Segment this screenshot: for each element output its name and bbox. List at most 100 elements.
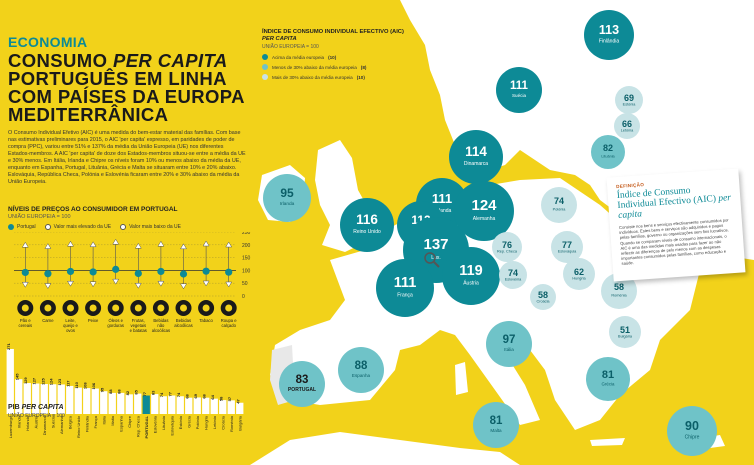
country-bubble[interactable]: 113 Finlândia: [584, 10, 634, 60]
ppp-value-label: 127: [32, 377, 37, 384]
aic-legend-row-far: Mais de 30% abaixo da média europeia (10…: [262, 74, 412, 80]
bubble-circle[interactable]: [601, 273, 637, 309]
ppp-bar: [91, 388, 99, 414]
portugal-marker: [157, 267, 165, 276]
aic-legend-above-label: Acima da média europeia: [272, 54, 325, 60]
ppp-country-label: Itália: [101, 415, 106, 424]
italic-text: PER CAPITA: [262, 36, 297, 42]
category-icon-glyph: [67, 304, 74, 312]
bubble-value: 76: [502, 240, 512, 250]
axis-tick-label: 250: [242, 232, 251, 236]
country-bubble[interactable]: 114 Dinamarca: [449, 130, 503, 184]
country-bubble[interactable]: 124 Alemanha: [454, 181, 514, 241]
ppp-bar: [15, 379, 23, 414]
ppp-country-label: Polónia: [195, 415, 200, 429]
category-label: Frutas,: [132, 318, 145, 323]
category-label: Tabaco: [199, 318, 213, 323]
bubble-circle[interactable]: [499, 261, 527, 289]
bubble-circle[interactable]: [492, 232, 522, 262]
bubble-circle[interactable]: [584, 10, 634, 60]
bubble-country-name: Lituânia: [601, 154, 615, 158]
bubble-circle[interactable]: [442, 247, 500, 305]
bubble-country-name: Rep. Checa: [497, 249, 518, 253]
bubble-circle[interactable]: [486, 321, 532, 367]
category-label: não: [157, 323, 165, 328]
high-marker: [225, 241, 233, 248]
high-marker: [180, 243, 187, 250]
bubble-circle[interactable]: [340, 198, 394, 252]
ppp-bar: [23, 383, 31, 414]
definition-body: Consiste nos bens e serviços efectivamen…: [618, 217, 729, 267]
bubble-circle[interactable]: [263, 174, 311, 222]
aic-legend: ÍNDICE DE CONSUMO INDIVIDUAL EFECTIVO (A…: [262, 29, 412, 80]
bubble-circle[interactable]: [586, 357, 630, 401]
bubble-circle[interactable]: [496, 67, 542, 113]
country-bubble[interactable]: 116 Reino Unido: [340, 198, 394, 252]
ppp-value-label: 74: [159, 392, 164, 397]
bubble-circle[interactable]: [667, 406, 717, 456]
bubble-circle[interactable]: [473, 402, 519, 448]
portugal-marker: [134, 269, 142, 278]
high-marker: [112, 238, 120, 245]
definition-title-text: Índice de Consumo Individual Efectivo (A…: [616, 185, 732, 221]
bubble-circle[interactable]: [563, 258, 595, 290]
bubble-circle[interactable]: [530, 284, 556, 310]
bubble-value: 124: [471, 197, 497, 214]
bubble-country-name: Suécia: [512, 93, 526, 98]
bubble-circle[interactable]: [338, 347, 384, 393]
ppp-value-label: 95: [100, 387, 105, 392]
category-icon-glyph: [89, 304, 97, 312]
bubble-country-name: Eslováquia: [558, 249, 577, 253]
bubble-circle[interactable]: [551, 231, 583, 263]
country-bubble[interactable]: 111 França: [376, 259, 434, 317]
bubble-value: 81: [602, 369, 614, 381]
ppp-title-text: PIB PER CAPITA: [8, 404, 64, 411]
bubble-country-name: PORTUGAL: [288, 387, 316, 393]
ppp-value-label: 145: [15, 373, 20, 380]
search-icon[interactable]: [424, 252, 440, 268]
bubble-country-name: Áustria: [463, 280, 479, 287]
definition-title: Índice de Consumo Individual Efectivo (A…: [616, 183, 732, 221]
low-marker: [180, 283, 187, 290]
ppp-country-label: Chipre: [127, 415, 132, 428]
bubble-circle[interactable]: [614, 113, 640, 139]
bubble-country-name: Estónia: [623, 102, 637, 106]
aic-legend-row-above: Acima da média europeia (10): [262, 54, 412, 60]
ppp-country-label: Luxemburgo: [8, 415, 13, 438]
bubble-circle[interactable]: [541, 187, 577, 223]
bubble-circle[interactable]: [454, 181, 514, 241]
bubble-circle[interactable]: [615, 86, 643, 114]
country-bubble[interactable]: 90 Chipre: [667, 406, 717, 456]
legend-dot-icon: [8, 224, 14, 230]
bubble-circle[interactable]: [449, 130, 503, 184]
bubble-circle[interactable]: [609, 316, 641, 348]
bubble-circle[interactable]: [376, 259, 434, 317]
bubble-circle[interactable]: [279, 361, 325, 407]
ppp-value-label: 88: [108, 389, 113, 394]
bubble-circle[interactable]: [591, 135, 625, 169]
portugal-marker: [112, 265, 120, 273]
ppp-bar: [66, 385, 74, 414]
ppp-country-label: França: [93, 415, 98, 428]
category-label: alcoólicas: [152, 328, 170, 332]
ppp-country-label: Croácia: [220, 415, 225, 430]
